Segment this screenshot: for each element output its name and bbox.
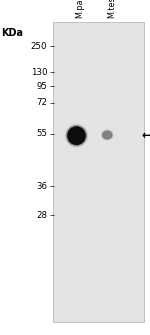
FancyBboxPatch shape [53,22,144,322]
Text: 95: 95 [36,82,47,91]
Text: M.testis: M.testis [107,0,116,18]
Ellipse shape [102,130,113,140]
Text: 55: 55 [36,130,47,138]
Text: 36: 36 [36,182,47,191]
Ellipse shape [103,131,112,139]
Text: 28: 28 [36,211,47,219]
Text: 250: 250 [31,42,47,51]
Ellipse shape [67,126,86,145]
Ellipse shape [66,125,87,147]
Text: M.pancreas: M.pancreas [75,0,84,18]
Text: ←: ← [141,129,150,141]
Ellipse shape [68,127,85,144]
Text: 130: 130 [31,68,47,77]
Text: 72: 72 [36,98,47,107]
Text: KDa: KDa [2,28,24,39]
